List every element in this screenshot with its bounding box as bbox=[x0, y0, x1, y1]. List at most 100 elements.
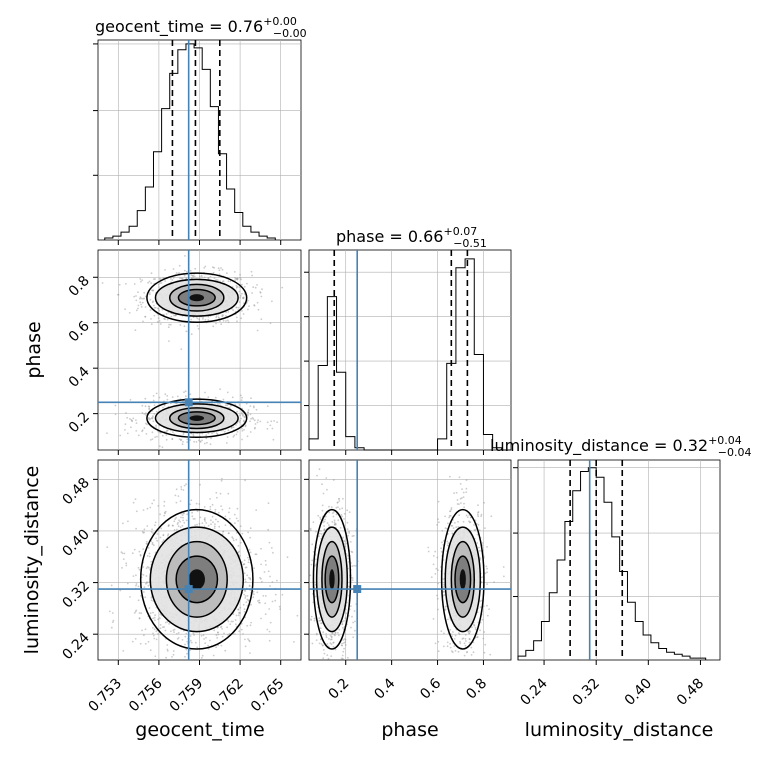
sample-point bbox=[220, 267, 222, 269]
sample-point bbox=[131, 640, 134, 643]
sample-point bbox=[267, 502, 270, 505]
sample-point bbox=[135, 430, 138, 432]
sample-point bbox=[190, 318, 193, 321]
sample-point bbox=[237, 306, 240, 309]
sample-point bbox=[125, 412, 127, 414]
sample-point bbox=[184, 255, 186, 257]
sample-point bbox=[332, 479, 335, 481]
sample-point bbox=[150, 323, 153, 326]
sample-point bbox=[135, 609, 138, 612]
sample-point bbox=[337, 634, 340, 637]
sample-point bbox=[253, 567, 255, 570]
sample-point bbox=[198, 275, 201, 278]
sample-point bbox=[142, 566, 145, 568]
sample-point bbox=[269, 585, 271, 587]
sample-point bbox=[220, 626, 222, 629]
sample-point bbox=[336, 501, 339, 504]
sample-point bbox=[129, 418, 131, 420]
sample-point bbox=[110, 584, 113, 587]
sample-point bbox=[238, 301, 241, 303]
sample-point bbox=[351, 615, 353, 618]
sample-point bbox=[328, 638, 330, 640]
sample-point bbox=[207, 277, 210, 280]
sample-point bbox=[122, 522, 124, 525]
sample-point bbox=[240, 317, 243, 320]
sample-point bbox=[344, 617, 347, 620]
sample-point bbox=[148, 418, 151, 421]
sample-point bbox=[254, 423, 257, 425]
sample-point bbox=[137, 566, 140, 569]
sample-point bbox=[127, 520, 129, 523]
sample-point bbox=[323, 652, 326, 655]
sample-point bbox=[235, 286, 238, 289]
sample-point bbox=[148, 280, 151, 283]
sample-point bbox=[141, 412, 144, 414]
sample-point bbox=[227, 321, 230, 324]
sample-point bbox=[478, 529, 481, 532]
sample-point bbox=[201, 276, 203, 278]
sample-point bbox=[443, 583, 445, 586]
x-tick-label: 0.759 bbox=[167, 676, 207, 716]
sample-point bbox=[446, 540, 449, 543]
sample-point bbox=[352, 534, 355, 537]
sample-point bbox=[172, 268, 175, 270]
sample-point bbox=[437, 650, 440, 653]
sample-point bbox=[142, 320, 144, 323]
sample-point bbox=[240, 628, 243, 631]
sample-point bbox=[207, 644, 209, 647]
sample-point bbox=[195, 441, 198, 443]
sample-point bbox=[266, 421, 269, 424]
sample-point bbox=[322, 657, 325, 660]
sample-point bbox=[106, 432, 108, 434]
sample-point bbox=[228, 517, 231, 520]
sample-point bbox=[212, 325, 215, 328]
sample-point bbox=[209, 498, 212, 500]
sample-point bbox=[222, 530, 224, 533]
sample-point bbox=[218, 273, 221, 276]
x-tick-label: 0.756 bbox=[126, 675, 166, 715]
sample-point bbox=[164, 629, 167, 632]
sample-point bbox=[311, 559, 314, 562]
sample-point bbox=[185, 648, 188, 651]
sample-point bbox=[235, 614, 238, 617]
sample-point bbox=[249, 624, 252, 627]
sample-point bbox=[454, 634, 457, 637]
sample-point bbox=[476, 533, 479, 536]
sample-point bbox=[203, 267, 206, 269]
sample-point bbox=[343, 512, 346, 515]
sample-point bbox=[184, 635, 187, 638]
sample-point bbox=[192, 632, 195, 635]
sample-point bbox=[199, 516, 202, 519]
sample-point bbox=[269, 621, 272, 624]
sample-point bbox=[249, 420, 251, 423]
sample-point bbox=[258, 599, 261, 602]
sample-point bbox=[267, 528, 270, 531]
sample-point bbox=[144, 642, 147, 645]
sample-point bbox=[249, 652, 251, 654]
sample-point bbox=[349, 541, 352, 543]
sample-point bbox=[135, 419, 137, 421]
sample-point bbox=[213, 277, 216, 279]
sample-point bbox=[137, 307, 139, 310]
sample-point bbox=[447, 618, 449, 621]
sample-point bbox=[261, 288, 263, 291]
sample-point bbox=[486, 567, 488, 570]
sample-point bbox=[202, 316, 204, 319]
sample-point bbox=[352, 621, 354, 624]
sample-point bbox=[311, 543, 314, 546]
sample-point bbox=[135, 574, 137, 577]
sample-point bbox=[170, 278, 172, 280]
sample-point bbox=[239, 541, 242, 544]
sample-point bbox=[159, 627, 162, 630]
density-contour bbox=[188, 569, 205, 590]
sample-point bbox=[124, 308, 126, 311]
sample-point bbox=[254, 286, 257, 289]
sample-point bbox=[348, 530, 350, 533]
sample-point bbox=[342, 626, 344, 629]
sample-point bbox=[204, 265, 207, 268]
sample-point bbox=[138, 617, 141, 619]
histogram-phase bbox=[308, 258, 511, 451]
sample-point bbox=[322, 492, 325, 495]
sample-point bbox=[177, 632, 180, 634]
sample-point bbox=[249, 551, 252, 554]
